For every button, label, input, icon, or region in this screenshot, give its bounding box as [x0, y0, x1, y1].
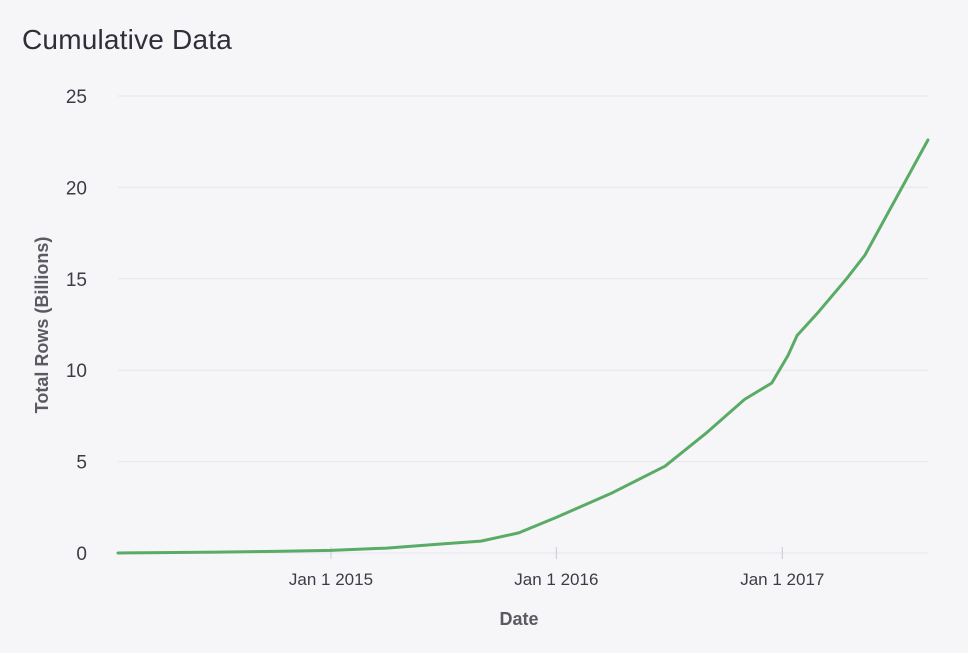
y-tick-label: 25 [66, 87, 87, 108]
x-tick-label: Jan 1 2016 [514, 570, 598, 589]
y-tick-label: 0 [76, 544, 87, 565]
y-axis-label: Total Rows (Billions) [32, 237, 52, 414]
chart-title: Cumulative Data [22, 24, 232, 55]
y-tick-label: 20 [66, 178, 87, 199]
y-tick-label: 5 [76, 453, 87, 474]
series-layer [116, 138, 930, 555]
y-tick-label: 10 [66, 361, 87, 382]
x-tick-label: Jan 1 2015 [289, 570, 373, 589]
x-axis-label: Date [499, 609, 538, 629]
series-line [116, 138, 930, 555]
x-tick-label: Jan 1 2017 [740, 570, 824, 589]
x-axis-ticks: Jan 1 2015 Jan 1 2016 Jan 1 2017 [289, 547, 824, 589]
y-tick-label: 15 [66, 270, 87, 291]
y-axis-ticks: 0 5 10 15 20 25 [66, 87, 87, 565]
